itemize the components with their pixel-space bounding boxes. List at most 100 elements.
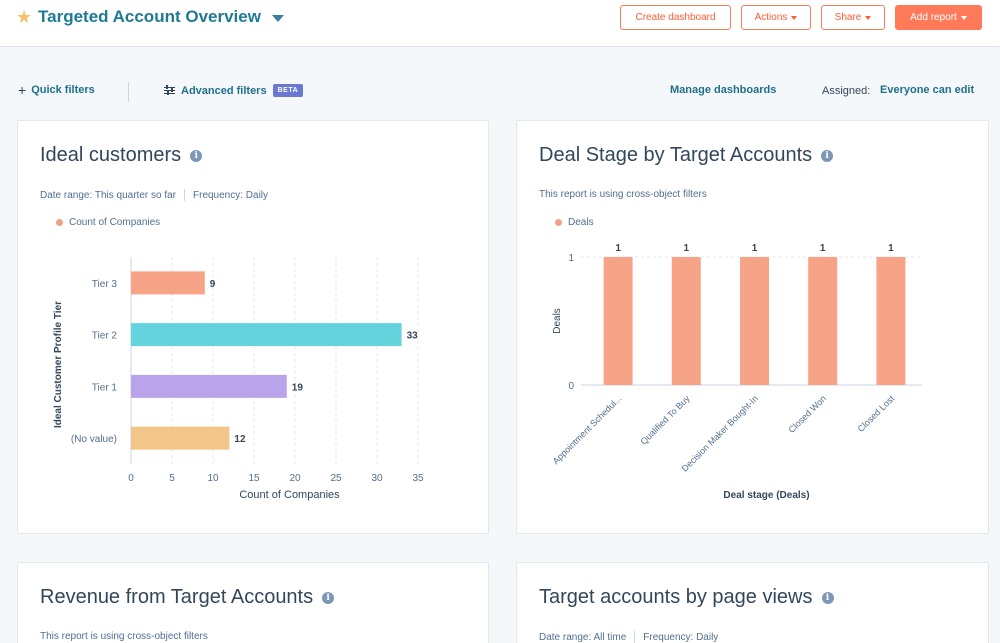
deal-stage-legend: Deals <box>555 217 594 228</box>
bar-value-label: 9 <box>210 279 216 290</box>
category-label: Appointment Schedul... <box>551 393 624 466</box>
meta-divider <box>184 189 185 201</box>
bar <box>671 257 701 385</box>
bar <box>740 257 769 385</box>
add-report-label: Add report <box>910 12 957 23</box>
bar <box>876 257 906 385</box>
category-label: Decision Maker Bought-In <box>680 393 760 473</box>
bar-value-label: 1 <box>752 243 758 254</box>
create-dashboard-label: Create dashboard <box>635 12 716 23</box>
x-axis-title: Count of Companies <box>239 489 340 501</box>
advanced-filters-label: Advanced filters <box>181 84 267 97</box>
plus-icon: + <box>18 82 27 98</box>
legend-dot <box>555 219 562 226</box>
page-views-title-row: Target accounts by page views i <box>539 586 834 609</box>
bar <box>131 426 230 450</box>
y-tick-label: 0 <box>568 381 574 392</box>
date-range: Date range: All time <box>539 631 627 643</box>
actions-chevron-down-icon <box>791 15 798 20</box>
advanced-filters-button[interactable]: Advanced filters BETA <box>164 84 304 97</box>
frequency: Frequency: Daily <box>193 189 269 201</box>
add-report-chevron-down-icon <box>960 15 967 20</box>
create-dashboard-button[interactable]: Create dashboard <box>620 5 731 30</box>
beta-badge: BETA <box>272 84 304 97</box>
category-label: Tier 2 <box>92 331 118 342</box>
x-tick-label: 25 <box>330 473 342 484</box>
deal-stage-bar-chart: 0 1 1 Appointment Schedul... 1 Qualified To B… <box>551 243 922 501</box>
actions-label: Actions <box>754 12 788 23</box>
quick-filters-label: Quick filters <box>31 84 95 96</box>
sliders-icon <box>164 85 175 95</box>
deal-stage-title: Deal Stage by Target Accounts <box>539 144 813 166</box>
page-views-card: Target accounts by page views i Date ran… <box>516 562 989 643</box>
bar-value-label: 12 <box>234 434 246 445</box>
y-tick-label: 1 <box>568 253 574 264</box>
share-button[interactable]: Share <box>821 5 885 30</box>
share-label: Share <box>834 12 862 23</box>
info-icon[interactable]: i <box>821 149 834 162</box>
bar-value-label: 19 <box>292 382 304 393</box>
x-tick-label: 5 <box>169 473 175 484</box>
y-axis-title: Ideal Customer Profile Tier <box>53 301 64 428</box>
x-tick-label: 0 <box>128 473 134 484</box>
category-label: Closed Lost <box>856 393 897 434</box>
info-icon[interactable]: i <box>190 149 203 162</box>
add-report-button[interactable]: Add report <box>895 5 982 30</box>
ideal-customers-title: Ideal customers <box>40 144 182 166</box>
deal-stage-meta: This report is using cross-object filter… <box>539 189 707 200</box>
legend-label: Deals <box>568 217 594 228</box>
y-axis-title: Deals <box>552 308 563 334</box>
bar-value-label: 33 <box>407 331 419 342</box>
bar <box>131 323 402 347</box>
bar <box>131 374 287 398</box>
filter-divider <box>128 82 129 102</box>
ideal-customers-card: Ideal customers i Date range: This quart… <box>17 120 489 534</box>
bar <box>808 257 838 385</box>
page-views-title: Target accounts by page views <box>539 586 813 608</box>
bar-value-label: 1 <box>684 243 690 254</box>
ideal-customers-meta: Date range: This quarter so far Frequenc… <box>40 189 268 201</box>
x-axis-title: Deal stage (Deals) <box>723 490 809 501</box>
bar-value-label: 1 <box>820 243 826 254</box>
revenue-title: Revenue from Target Accounts <box>40 586 314 608</box>
category-label: Tier 1 <box>92 382 118 393</box>
x-tick-label: 30 <box>371 473 383 484</box>
x-tick-label: 20 <box>289 473 301 484</box>
dashboard-title[interactable]: Targeted Account Overview <box>38 7 261 26</box>
ideal-customers-title-row: Ideal customers i <box>40 144 203 167</box>
ideal-customers-legend: Count of Companies <box>56 217 160 228</box>
date-range: Date range: This quarter so far <box>40 189 176 201</box>
frequency: Frequency: Daily <box>643 631 719 643</box>
manage-dashboards-link[interactable]: Manage dashboards <box>670 84 777 96</box>
info-icon[interactable]: i <box>322 591 335 604</box>
assigned-label: Assigned: <box>822 85 871 97</box>
deal-stage-title-row: Deal Stage by Target Accounts i <box>539 144 834 167</box>
page-views-meta: Date range: All time Frequency: Daily <box>539 631 718 643</box>
dashboard-switcher-chevron-down-icon[interactable] <box>272 15 284 22</box>
x-tick-label: 15 <box>248 473 260 484</box>
ideal-customers-bar-chart: 0 5 10 15 20 25 30 35 9 Tier 3 33 Tier 2 19 Tier 1 12 (… <box>53 257 424 501</box>
cross-object-note: This report is using cross-object filter… <box>539 189 707 200</box>
quick-filters-button[interactable]: + Quick filters <box>18 82 95 98</box>
top-bar: ★ Targeted Account Overview Create dashb… <box>0 0 1000 47</box>
info-icon[interactable]: i <box>821 591 834 604</box>
category-label: Closed Won <box>786 393 828 435</box>
meta-divider <box>634 631 636 643</box>
bar <box>603 257 633 385</box>
share-chevron-down-icon <box>865 15 872 20</box>
deal-stage-card: Deal Stage by Target Accounts i This rep… <box>516 120 989 534</box>
bar <box>131 271 205 295</box>
actions-button[interactable]: Actions <box>741 5 811 30</box>
assigned-permission-link[interactable]: Everyone can edit <box>880 84 975 96</box>
x-tick-label: 10 <box>207 473 219 484</box>
category-label: (No value) <box>71 434 117 445</box>
legend-dot <box>56 219 63 226</box>
favorite-star-icon[interactable]: ★ <box>16 7 33 27</box>
category-label: Tier 3 <box>92 279 118 290</box>
revenue-meta: This report is using cross-object filter… <box>40 631 208 642</box>
category-label: Qualified To Buy <box>638 393 692 447</box>
filter-bar: + Quick filters Advanced filters BETA Ma… <box>0 80 1000 104</box>
x-tick-label: 35 <box>412 473 424 484</box>
bar-value-label: 1 <box>888 243 894 254</box>
revenue-card: Revenue from Target Accounts i This repo… <box>17 562 489 643</box>
